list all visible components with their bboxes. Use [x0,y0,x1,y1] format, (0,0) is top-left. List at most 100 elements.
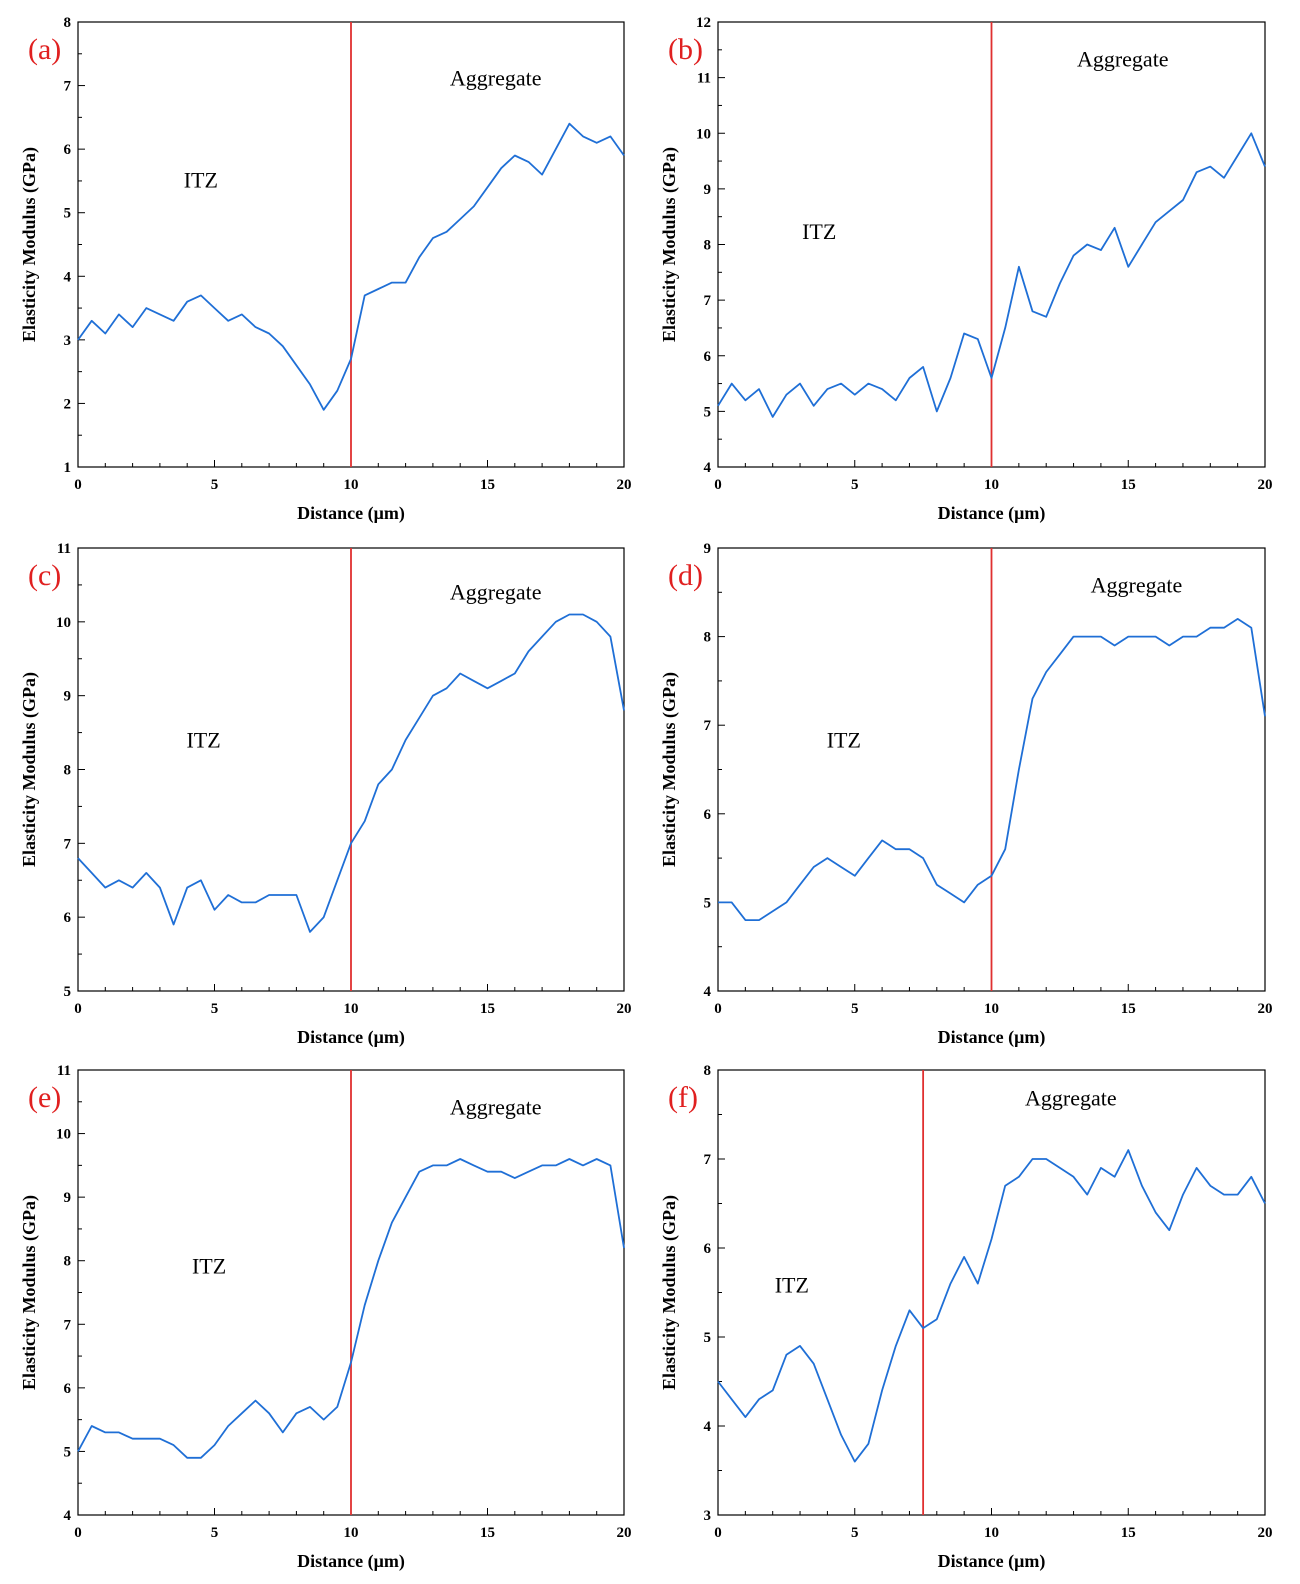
region-annotation: ITZ [775,1273,809,1298]
y-tick-label: 4 [704,1419,712,1435]
x-tick-label: 10 [984,1001,999,1017]
y-tick-label: 7 [64,79,72,95]
series-line [77,122,625,411]
y-tick-label: 6 [704,807,712,823]
x-tick-label: 0 [74,477,82,493]
y-axis-label: Elasticity Modulus (GPa) [19,147,40,342]
y-tick-label: 10 [56,615,71,631]
y-tick-label: 5 [64,984,72,1000]
x-tick-label: 5 [851,477,859,493]
y-tick-label: 5 [64,1444,72,1460]
region-annotation: Aggregate [1091,572,1183,597]
region-annotation: Aggregate [1077,47,1169,72]
x-tick-label: 15 [1121,1525,1136,1541]
y-tick-label: 8 [64,1254,72,1270]
series-line [718,618,1266,921]
y-tick-label: 5 [704,1330,712,1346]
region-annotation: ITZ [184,167,218,192]
y-tick-label: 11 [57,1063,71,1079]
panel-label: (d) [668,559,703,592]
y-tick-label: 12 [696,15,711,31]
x-tick-label: 10 [344,1001,359,1017]
x-tick-label: 20 [1258,477,1273,493]
x-tick-label: 15 [1121,477,1136,493]
x-tick-label: 5 [211,477,219,493]
y-tick-label: 7 [704,1152,712,1168]
x-tick-label: 0 [74,1001,82,1017]
y-tick-label: 9 [64,1190,72,1206]
y-axis-label: Elasticity Modulus (GPa) [19,672,40,867]
y-tick-label: 4 [64,269,72,285]
x-tick-label: 0 [714,1525,722,1541]
x-tick-label: 10 [344,1525,359,1541]
y-tick-label: 7 [64,1317,72,1333]
panel-label: (e) [28,1081,61,1114]
y-axis-label: Elasticity Modulus (GPa) [19,1195,40,1390]
panel-label: (b) [668,33,703,66]
panel-label: (a) [28,33,61,66]
y-tick-label: 10 [56,1127,71,1143]
x-tick-label: 20 [1258,1001,1273,1017]
x-tick-label: 5 [851,1001,859,1017]
series-line [77,613,625,933]
x-tick-label: 0 [714,477,722,493]
x-tick-label: 15 [480,477,495,493]
x-axis-label: Distance (μm) [938,503,1046,524]
y-axis-label: Elasticity Modulus (GPa) [659,147,680,342]
x-tick-label: 15 [480,1525,495,1541]
y-tick-label: 8 [704,238,712,254]
region-annotation: Aggregate [450,66,542,91]
y-tick-label: 11 [57,541,71,557]
y-tick-label: 7 [64,836,72,852]
x-tick-label: 15 [1121,1001,1136,1017]
y-tick-label: 6 [704,349,712,365]
y-tick-label: 5 [704,895,712,911]
chart-panel-e: 0 5 10 15 20 4 5 6 7 8 9 10 11 Distance (μm) Elasticit… [19,1063,632,1572]
y-tick-label: 4 [64,1508,72,1524]
x-tick-label: 0 [74,1525,82,1541]
chart-panel-f: 0 5 10 15 20 3 4 5 6 7 8 Distance (μm) Elasticity Mo… [659,1063,1273,1572]
region-annotation: ITZ [802,219,836,244]
y-tick-label: 8 [704,630,712,646]
chart-panel-b: 0 5 10 15 20 4 5 6 7 8 9 10 11 12 Distance (μm) Elastic… [659,15,1273,524]
y-tick-label: 2 [64,396,72,412]
y-tick-label: 10 [696,126,711,142]
y-tick-label: 6 [64,910,72,926]
y-tick-label: 6 [64,1381,72,1397]
series-line [717,132,1266,418]
region-annotation: ITZ [192,1253,226,1278]
x-tick-label: 5 [211,1001,219,1017]
x-tick-label: 0 [714,1001,722,1017]
x-axis-label: Distance (μm) [297,1027,405,1048]
x-tick-label: 5 [211,1525,219,1541]
y-tick-label: 4 [704,460,712,476]
x-tick-label: 20 [617,1001,632,1017]
x-tick-label: 15 [480,1001,495,1017]
x-tick-label: 10 [344,477,359,493]
x-axis-label: Distance (μm) [297,1551,405,1572]
y-tick-label: 3 [704,1508,712,1524]
y-tick-label: 5 [64,206,72,222]
y-tick-label: 3 [64,333,72,349]
region-annotation: ITZ [827,727,861,752]
y-tick-label: 8 [64,763,72,779]
y-axis-label: Elasticity Modulus (GPa) [659,672,680,867]
y-tick-label: 1 [64,460,72,476]
y-tick-label: 9 [704,182,712,198]
chart-panel-d: 0 5 10 15 20 4 5 6 7 8 9 Distance (μm) Elasticity Mo… [659,541,1273,1048]
y-tick-label: 8 [704,1063,712,1079]
y-tick-label: 11 [697,71,711,87]
y-tick-label: 4 [704,984,712,1000]
x-tick-label: 5 [851,1525,859,1541]
x-tick-label: 20 [1258,1525,1273,1541]
region-annotation: Aggregate [450,580,542,605]
x-axis-label: Distance (μm) [938,1551,1046,1572]
region-annotation: Aggregate [450,1095,542,1120]
y-axis-label: Elasticity Modulus (GPa) [659,1195,680,1390]
panel-label: (f) [668,1081,698,1114]
x-tick-label: 20 [617,1525,632,1541]
region-annotation: Aggregate [1025,1086,1117,1111]
x-axis-label: Distance (μm) [938,1027,1046,1048]
